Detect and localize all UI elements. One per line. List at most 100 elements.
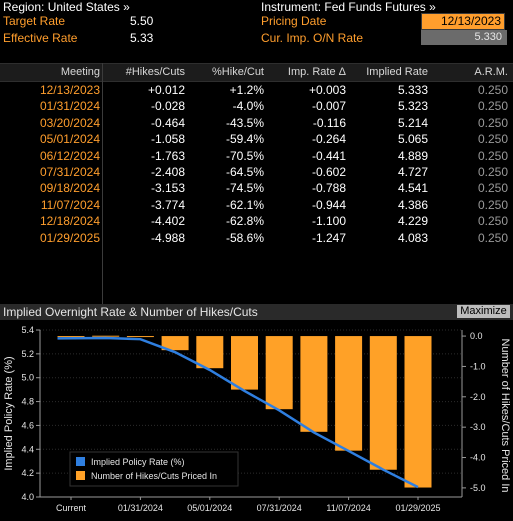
cell-arm: 0.250 bbox=[477, 230, 508, 245]
target-rate-label: Target Rate bbox=[3, 14, 66, 28]
table-header: Meeting #Hikes/Cuts %Hike/Cut Imp. Rate … bbox=[0, 63, 513, 82]
cell-hikes: -0.464 bbox=[150, 115, 185, 130]
legend-box bbox=[69, 451, 239, 487]
table-row[interactable]: 07/31/2024 -2.408 -64.5% -0.602 4.727 0.250 bbox=[0, 164, 513, 180]
bar bbox=[369, 336, 397, 470]
cell-delta: -1.247 bbox=[311, 230, 346, 245]
table-row[interactable]: 05/01/2024 -1.058 -59.4% -0.264 5.065 0.250 bbox=[0, 131, 513, 147]
cell-hikes: -1.058 bbox=[150, 132, 185, 147]
pricing-date-input[interactable]: 12/13/2023 bbox=[421, 13, 505, 30]
right-tick-label: -5.0 bbox=[470, 483, 486, 493]
cell-rate: 4.229 bbox=[397, 214, 428, 229]
cell-arm: 0.250 bbox=[477, 148, 508, 163]
cell-rate: 4.386 bbox=[397, 197, 428, 212]
table-row[interactable]: 12/13/2023 +0.012 +1.2% +0.003 5.333 0.250 bbox=[0, 82, 513, 98]
bar bbox=[57, 336, 85, 338]
cell-rate: 4.727 bbox=[397, 165, 428, 179]
bar bbox=[300, 336, 328, 432]
cell-rate: 5.333 bbox=[397, 83, 428, 97]
cell-arm: 0.250 bbox=[477, 197, 508, 212]
col-implied-rate[interactable]: Implied Rate bbox=[366, 66, 428, 78]
cell-delta: -0.264 bbox=[311, 132, 346, 147]
left-tick-label: 4.6 bbox=[21, 420, 34, 430]
right-axis-title: Number of Hikes/Cuts Priced In bbox=[499, 338, 511, 492]
cell-hikes: -3.153 bbox=[150, 181, 185, 196]
cell-meeting: 12/18/2024 bbox=[39, 214, 100, 229]
col-pct-hike-cut[interactable]: %Hike/Cut bbox=[212, 66, 264, 78]
legend-label-bar: Number of Hikes/Cuts Priced In bbox=[91, 471, 217, 481]
instrument-selector[interactable]: Instrument: Fed Funds Futures » bbox=[261, 0, 436, 14]
cell-meeting: 03/20/2024 bbox=[39, 115, 100, 130]
cell-delta: +0.003 bbox=[308, 83, 346, 97]
cell-delta: -0.116 bbox=[312, 115, 346, 130]
x-tick-label: 01/31/2024 bbox=[118, 503, 163, 513]
table-row[interactable]: 12/18/2024 -4.402 -62.8% -1.100 4.229 0.250 bbox=[0, 213, 513, 229]
cell-arm: 0.250 bbox=[477, 115, 508, 130]
pricing-date-label: Pricing Date bbox=[261, 14, 327, 28]
table-row[interactable]: 01/29/2025 -4.988 -58.6% -1.247 4.083 0.250 bbox=[0, 230, 513, 246]
bar bbox=[265, 336, 293, 410]
left-tick-label: 5.4 bbox=[21, 325, 34, 335]
cell-delta: -0.944 bbox=[311, 197, 346, 212]
right-tick-label: -4.0 bbox=[470, 453, 486, 463]
right-tick-label: -3.0 bbox=[470, 422, 486, 432]
cell-pct: -4.0% bbox=[232, 99, 264, 114]
bar bbox=[404, 336, 432, 488]
table-row[interactable]: 11/07/2024 -3.774 -62.1% -0.944 4.386 0.250 bbox=[0, 197, 513, 213]
cell-pct: -58.6% bbox=[225, 230, 264, 245]
right-tick-label: -2.0 bbox=[470, 392, 486, 402]
cell-meeting: 01/29/2025 bbox=[39, 230, 100, 245]
cell-rate: 4.541 bbox=[397, 181, 428, 196]
cell-pct: -62.8% bbox=[225, 214, 264, 229]
col-arm[interactable]: A.R.M. bbox=[474, 66, 508, 78]
left-tick-label: 4.8 bbox=[21, 397, 34, 407]
x-tick-label: 01/29/2025 bbox=[395, 503, 440, 513]
cell-rate: 5.323 bbox=[397, 99, 428, 114]
cell-arm: 0.250 bbox=[477, 83, 508, 97]
col-hikes-cuts[interactable]: #Hikes/Cuts bbox=[125, 66, 185, 78]
right-tick-label: -1.0 bbox=[470, 361, 486, 371]
table-row[interactable]: 03/20/2024 -0.464 -43.5% -0.116 5.214 0.250 bbox=[0, 115, 513, 131]
bar bbox=[196, 336, 224, 369]
cell-pct: -43.5% bbox=[225, 115, 264, 130]
legend-swatch-line bbox=[76, 457, 85, 466]
column-divider bbox=[102, 63, 103, 304]
cell-delta: -0.602 bbox=[311, 165, 346, 179]
cur-imp-rate-label: Cur. Imp. O/N Rate bbox=[261, 31, 364, 45]
bar bbox=[161, 336, 189, 351]
cell-rate: 4.889 bbox=[397, 148, 428, 163]
cell-delta: -0.007 bbox=[311, 99, 346, 114]
cell-pct: -59.4% bbox=[225, 132, 264, 147]
table-row[interactable]: 09/18/2024 -3.153 -74.5% -0.788 4.541 0.250 bbox=[0, 180, 513, 196]
implied-rate-line bbox=[57, 336, 419, 489]
cell-hikes: -4.402 bbox=[150, 214, 185, 229]
cell-delta: -0.788 bbox=[311, 181, 346, 196]
table-row[interactable]: 06/12/2024 -1.763 -70.5% -0.441 4.889 0.250 bbox=[0, 148, 513, 164]
left-axis-title: Implied Policy Rate (%) bbox=[3, 356, 15, 470]
x-tick-label: 05/01/2024 bbox=[187, 503, 232, 513]
left-tick-label: 4.4 bbox=[21, 444, 34, 454]
cell-delta: -1.100 bbox=[311, 214, 346, 229]
bar bbox=[126, 336, 154, 338]
meetings-table: Meeting #Hikes/Cuts %Hike/Cut Imp. Rate … bbox=[0, 60, 513, 304]
col-meeting[interactable]: Meeting bbox=[60, 66, 100, 78]
cell-meeting: 06/12/2024 bbox=[39, 148, 100, 163]
cell-rate: 5.065 bbox=[397, 132, 428, 147]
cell-meeting: 01/31/2024 bbox=[39, 99, 100, 114]
chart-title: Implied Overnight Rate & Number of Hikes… bbox=[3, 305, 258, 319]
region-selector[interactable]: Region: United States » bbox=[3, 0, 130, 14]
cell-meeting: 09/18/2024 bbox=[39, 181, 100, 196]
cell-hikes: -4.988 bbox=[150, 230, 185, 245]
bar bbox=[231, 336, 258, 390]
table-row[interactable]: 01/31/2024 -0.028 -4.0% -0.007 5.323 0.250 bbox=[0, 98, 513, 114]
cell-delta: -0.441 bbox=[311, 148, 346, 163]
cell-meeting: 05/01/2024 bbox=[39, 132, 100, 147]
cur-imp-rate-value: 5.330 bbox=[421, 30, 507, 45]
left-tick-label: 4.2 bbox=[21, 468, 34, 478]
cell-rate: 4.083 bbox=[397, 230, 428, 245]
cell-arm: 0.250 bbox=[477, 132, 508, 147]
cell-arm: 0.250 bbox=[477, 181, 508, 196]
cell-pct: -74.5% bbox=[225, 181, 264, 196]
col-imp-rate-delta[interactable]: Imp. Rate Δ bbox=[287, 66, 346, 78]
maximize-button[interactable]: Maximize bbox=[457, 305, 510, 318]
